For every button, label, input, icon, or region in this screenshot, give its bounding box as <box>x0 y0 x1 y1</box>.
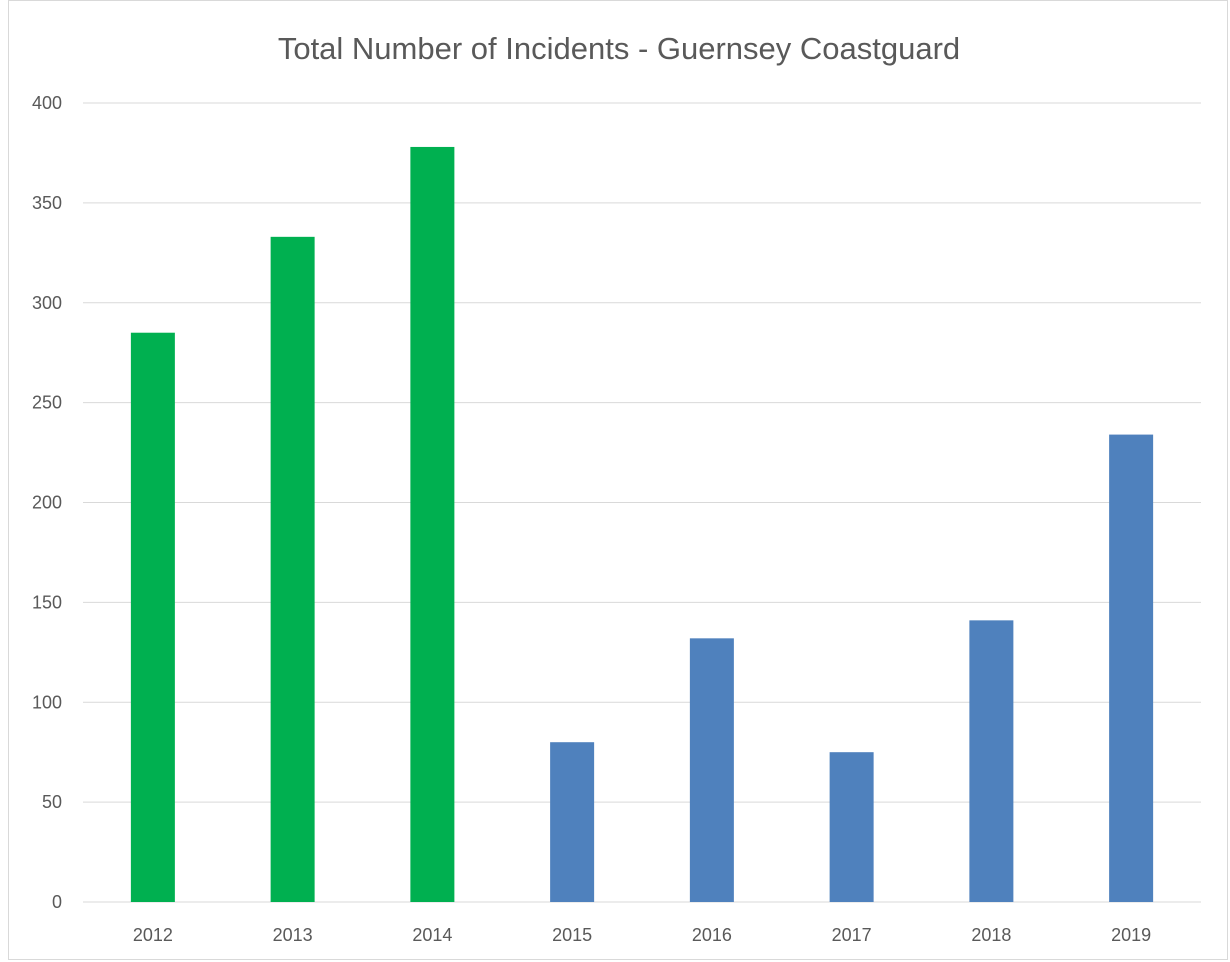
bar-2017 <box>829 752 874 902</box>
bar-2019 <box>1109 434 1154 902</box>
x-axis: 2012 2013 2014 2015 2016 2017 2018 2019 <box>133 925 1151 945</box>
x-tick-label: 2014 <box>412 925 452 945</box>
y-tick-label: 400 <box>32 93 62 113</box>
bar-2012 <box>130 332 175 902</box>
bars <box>130 146 1154 902</box>
y-tick-label: 350 <box>32 193 62 213</box>
x-tick-label: 2015 <box>552 925 592 945</box>
y-tick-label: 200 <box>32 493 62 513</box>
bar-2013 <box>270 236 315 902</box>
x-tick-label: 2019 <box>1111 925 1151 945</box>
chart-frame <box>8 0 1228 960</box>
gridlines <box>83 102 1201 903</box>
y-tick-label: 100 <box>32 692 62 712</box>
x-tick-label: 2013 <box>273 925 313 945</box>
y-tick-label: 50 <box>42 792 62 812</box>
bar-2016 <box>689 638 734 902</box>
bar-2018 <box>969 620 1014 902</box>
x-tick-label: 2017 <box>832 925 872 945</box>
bar-2015 <box>550 742 595 902</box>
chart-title: Total Number of Incidents - Guernsey Coa… <box>278 31 960 66</box>
y-tick-label: 300 <box>32 293 62 313</box>
y-tick-label: 0 <box>52 892 62 912</box>
y-tick-label: 250 <box>32 393 62 413</box>
y-tick-label: 150 <box>32 592 62 612</box>
x-tick-label: 2018 <box>971 925 1011 945</box>
x-tick-label: 2012 <box>133 925 173 945</box>
y-axis: 0 50 100 150 200 250 300 350 400 <box>32 93 62 912</box>
x-tick-label: 2016 <box>692 925 732 945</box>
bar-2014 <box>410 146 455 902</box>
